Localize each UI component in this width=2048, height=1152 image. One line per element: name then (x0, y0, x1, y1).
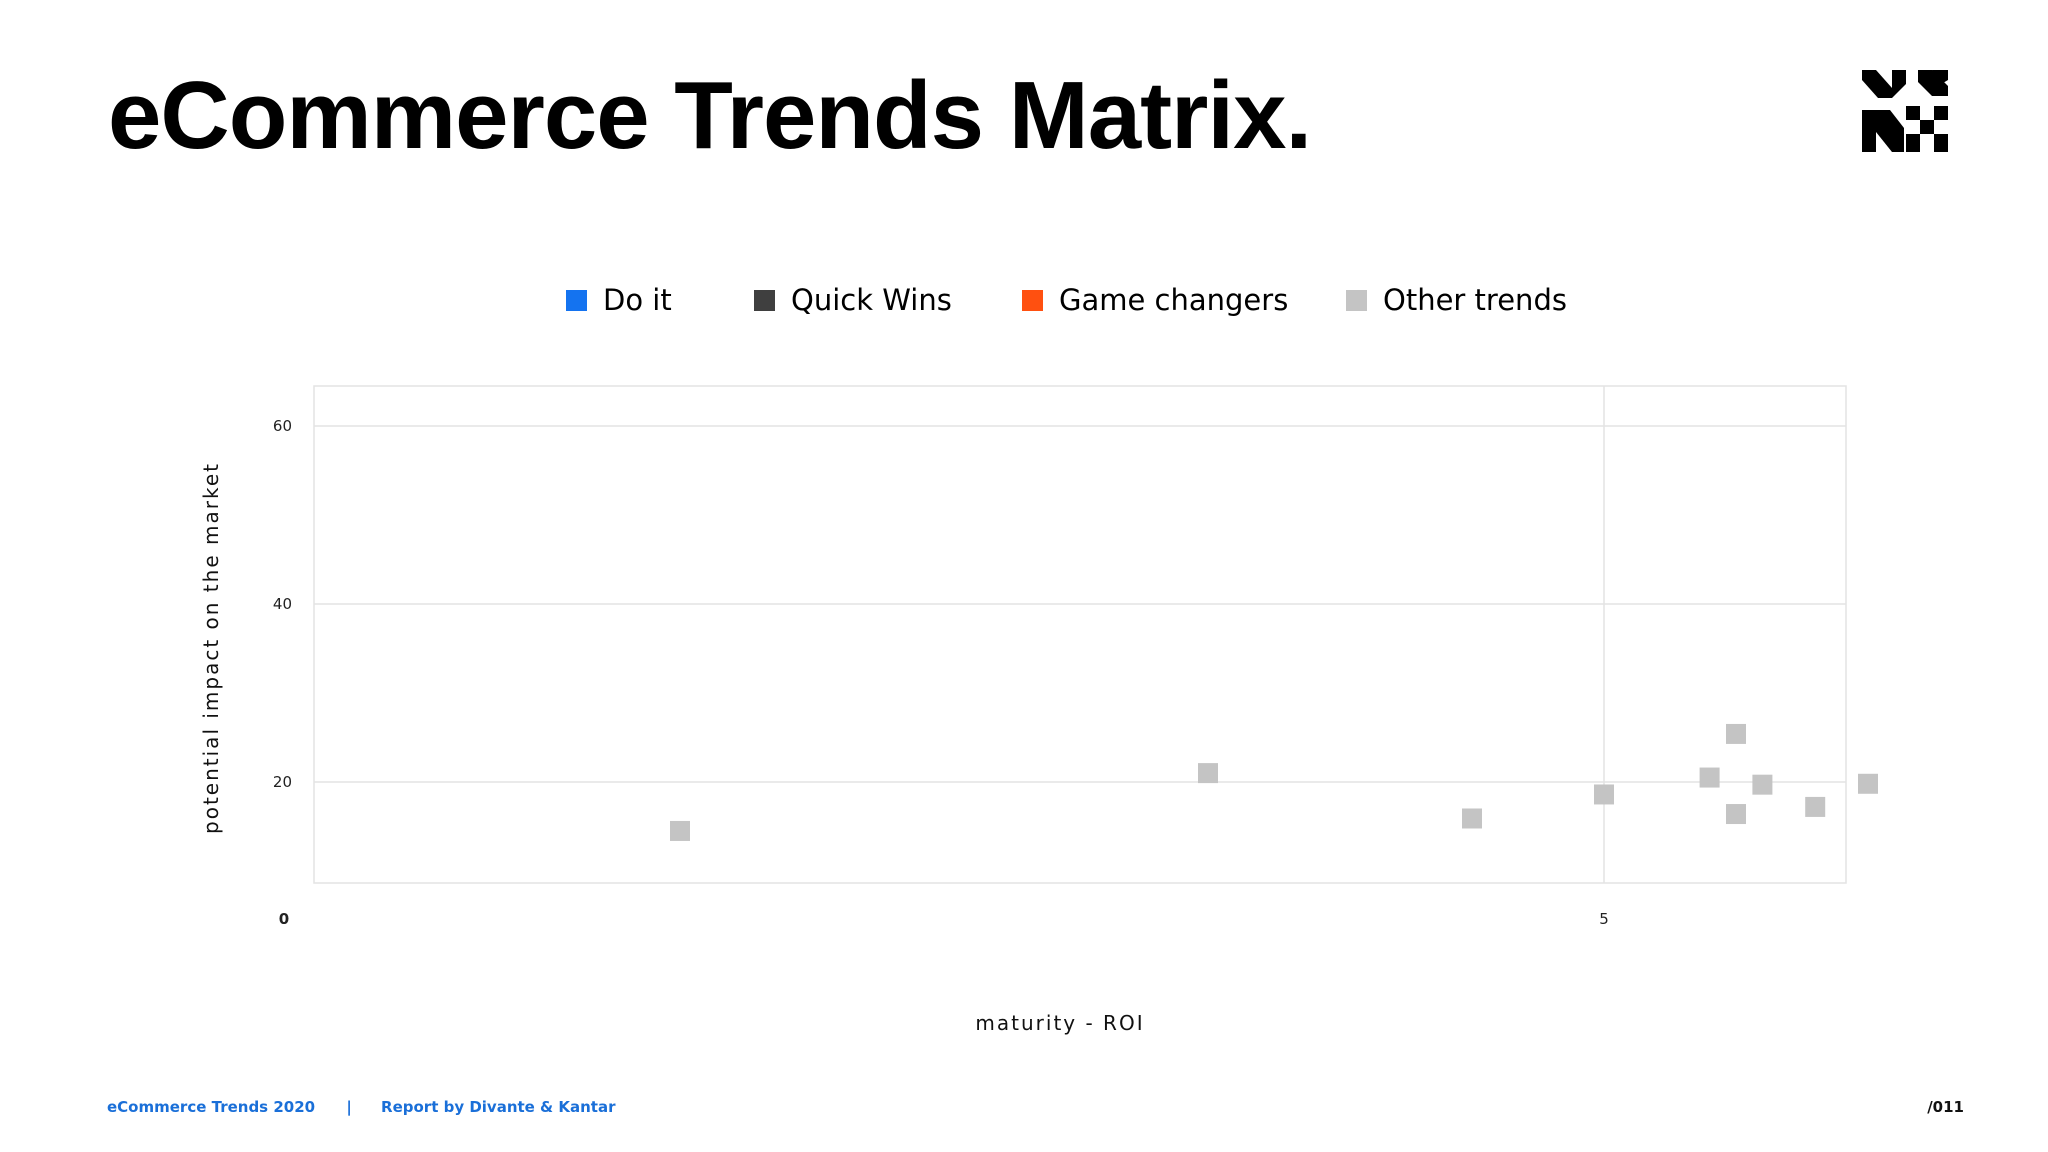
legend-swatch-other-trends (1346, 289, 1367, 311)
legend-swatch-quick-wins (754, 289, 775, 311)
legend-item-do-it: Do it (566, 278, 672, 322)
y-tick-label: 40 (273, 595, 292, 613)
point-other-trends (1858, 773, 1878, 794)
point-other-trends (1805, 796, 1826, 817)
legend-label: Do it (603, 283, 672, 317)
point-other-trends (670, 820, 690, 841)
point-other-trends (1726, 804, 1746, 825)
legend-label: Other trends (1383, 283, 1567, 317)
scatter-chart: 0510152025204060maturity - ROIpotential … (199, 385, 1878, 1035)
footer-source: eCommerce Trends 2020 | Report by Divant… (107, 1098, 615, 1116)
legend-label: Quick Wins (791, 283, 952, 317)
point-other-trends (1198, 763, 1218, 784)
legend-swatch-game-changers (1022, 289, 1043, 311)
legend-item-other-trends: Other trends (1346, 278, 1567, 322)
legend-item-game-changers: Game changers (1022, 278, 1288, 322)
brand-logo-icon (1862, 70, 1948, 152)
legend-swatch-do-it (566, 289, 587, 311)
footer-publisher: Report by Divante & Kantar (381, 1098, 616, 1116)
x-tick-label: 0 (279, 910, 289, 928)
legend-item-quick-wins: Quick Wins (754, 278, 952, 322)
point-other-trends (1752, 774, 1773, 795)
x-axis-label: maturity - ROI (975, 1011, 1144, 1035)
point-other-trends (1462, 808, 1482, 829)
y-tick-label: 60 (273, 417, 292, 435)
y-axis-label: potential impact on the market (199, 462, 223, 834)
plot-frame (313, 385, 1847, 884)
footer-separator: | (346, 1098, 352, 1116)
page-number: /011 (1927, 1098, 1964, 1116)
point-other-trends (1726, 723, 1746, 744)
chart-legend: Do it Quick Wins Game changers Other tre… (0, 278, 2048, 322)
footer-report-name: eCommerce Trends 2020 (107, 1098, 316, 1116)
legend-label: Game changers (1059, 283, 1289, 317)
point-other-trends (1699, 767, 1720, 788)
x-tick-label: 5 (1599, 910, 1609, 928)
point-other-trends (1594, 784, 1614, 805)
page-title: eCommerce Trends Matrix. (108, 62, 1312, 169)
y-tick-label: 20 (273, 773, 292, 791)
